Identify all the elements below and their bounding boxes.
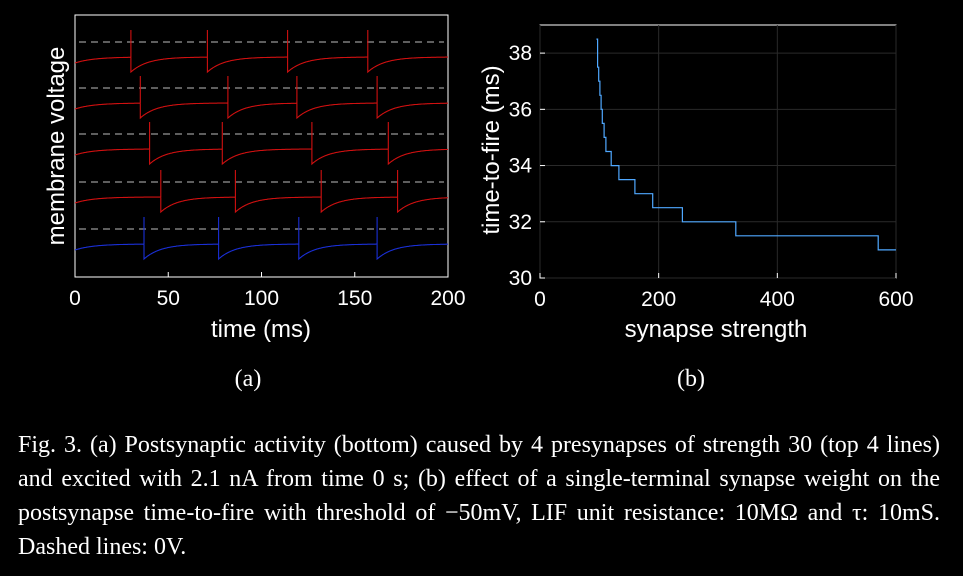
x-tick-label-b: 400 — [760, 288, 795, 311]
y-tick-label-b: 34 — [509, 155, 533, 178]
x-tick-label-b: 600 — [878, 288, 913, 311]
y-tick-label-b: 36 — [509, 98, 532, 121]
postsynapse-trace — [74, 217, 448, 261]
x-tick-label-a: 100 — [244, 287, 279, 310]
voltage-traces — [74, 30, 449, 261]
y-tick-label-b: 38 — [509, 42, 532, 65]
x-tick-label-b: 0 — [534, 288, 546, 311]
panel-a: 0 50 100 150 200 time (ms) membrane voltage … — [43, 14, 466, 392]
panel-label-b: (b) — [677, 366, 705, 392]
presynapse-trace — [74, 76, 448, 120]
plot-a-frame — [74, 14, 449, 278]
x-tick-label-a: 150 — [337, 287, 372, 310]
x-axis-label-b: synapse strength — [625, 316, 808, 343]
y-ticks-b: 30 32 34 36 38 — [509, 42, 545, 290]
x-tick-label-a: 0 — [69, 287, 81, 310]
y-axis-label-a: membrane voltage — [43, 47, 70, 246]
y-tick-label-b: 32 — [509, 211, 532, 234]
x-ticks-a: 0 50 100 150 200 — [69, 272, 466, 310]
presynapse-trace — [74, 30, 448, 74]
y-tick-label-b: 30 — [509, 267, 532, 290]
time-to-fire-line — [596, 38, 896, 251]
presynapse-trace — [74, 170, 449, 214]
panel-b: 0 200 400 600 30 32 34 36 38 synapse strength t… — [478, 24, 914, 392]
panel-label-a: (a) — [235, 366, 262, 392]
plot-b-frame — [539, 24, 897, 279]
x-tick-label-a: 200 — [430, 287, 465, 310]
x-tick-label-b: 200 — [641, 288, 676, 311]
y-axis-label-b: time-to-fire (ms) — [478, 65, 505, 234]
figure-caption: Fig. 3. (a) Postsynaptic activity (botto… — [18, 432, 940, 560]
x-ticks-b: 0 200 400 600 — [534, 273, 914, 311]
x-axis-label-a: time (ms) — [211, 316, 311, 343]
x-tick-label-a: 50 — [157, 287, 180, 310]
presynapse-trace — [74, 122, 449, 166]
